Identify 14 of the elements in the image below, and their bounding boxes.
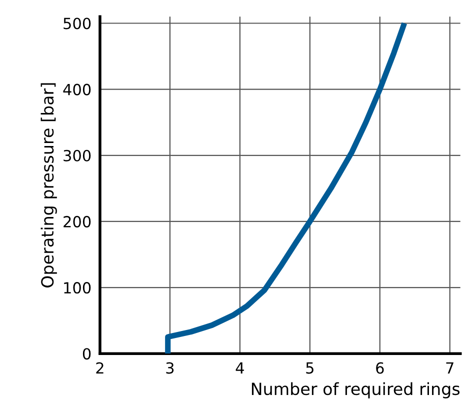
y-tick-label: 300: [64, 150, 91, 162]
y-tick-label: 200: [64, 216, 91, 228]
y-tick-label: 0: [82, 348, 91, 360]
x-axis-title: Number of required rings: [252, 382, 460, 398]
y-tick-label: 500: [64, 18, 91, 30]
y-tick-label: 400: [63, 84, 91, 96]
x-tick-label: 7: [446, 362, 454, 374]
y-axis-title: Operating pressure [bar]: [40, 83, 57, 288]
x-tick-label: 4: [236, 362, 244, 374]
y-tick-label: 100: [64, 282, 91, 294]
x-tick-label: 2: [96, 362, 104, 374]
x-tick-label: 6: [376, 362, 384, 374]
x-tick-label: 5: [306, 362, 314, 374]
x-tick-label: 3: [166, 362, 174, 374]
